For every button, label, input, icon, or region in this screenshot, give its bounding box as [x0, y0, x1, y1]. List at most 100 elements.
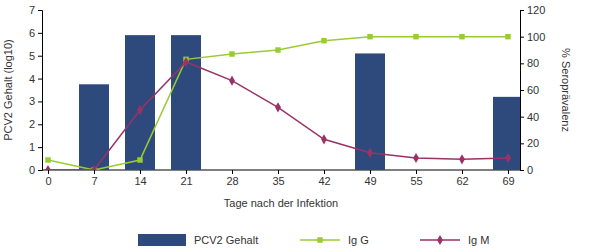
y2-axis-title: % Seroprävalenz [560, 48, 572, 132]
y2-tick-mark [520, 117, 524, 118]
x-tick-mark [94, 170, 95, 174]
y2-tick-mark [520, 63, 524, 64]
line-series [45, 34, 510, 170]
x-tick-mark [416, 170, 417, 174]
marker [229, 76, 235, 86]
x-tick-label: 21 [180, 175, 192, 187]
x-tick: 69 [502, 170, 514, 187]
marker [275, 102, 281, 112]
y-tick: 1 [29, 141, 42, 153]
plot-area [45, 34, 520, 170]
x-tick-label: 0 [45, 175, 51, 187]
legend-item: Ig G [300, 234, 369, 246]
x-tick-mark [370, 170, 371, 174]
x-tick: 14 [134, 170, 146, 187]
x-axis-title: Tage nach der Infektion [224, 197, 338, 209]
legend-label: Ig M [468, 234, 489, 246]
y-tick-mark [38, 10, 42, 11]
legend-item: Ig M [420, 234, 489, 246]
y2-tick-label: 20 [527, 137, 539, 149]
x-tick-label: 42 [318, 175, 330, 187]
y-tick: 6 [29, 27, 42, 39]
y2-axis-line [521, 11, 525, 171]
x-tick: 62 [456, 170, 468, 187]
x-tick: 42 [318, 170, 330, 187]
y2-tick-label: 120 [527, 4, 545, 16]
x-tick: 49 [364, 170, 376, 187]
legend-item: PCV2 Gehalt [138, 234, 258, 246]
x-tick-label: 62 [456, 175, 468, 187]
legend-label: Ig G [348, 234, 369, 246]
legend-marker [437, 235, 443, 245]
y-tick-mark [38, 124, 42, 125]
x-tick-label: 69 [502, 175, 514, 187]
x-tick-mark [278, 170, 279, 174]
y2-tick: 80 [520, 57, 539, 69]
x-tick-mark [508, 170, 509, 174]
y-tick: 7 [29, 4, 42, 16]
y2-tick: 120 [520, 4, 545, 16]
x-tick-mark [140, 170, 141, 174]
y2-axis: 020406080100120 [520, 4, 545, 176]
marker [137, 105, 143, 115]
x-tick: 35 [272, 170, 284, 187]
marker [45, 157, 50, 162]
x-tick: 55 [410, 170, 422, 187]
y-axis-title: PCV2 Gehalt (log10) [2, 39, 14, 141]
y2-tick-mark [520, 37, 524, 38]
marker [91, 165, 97, 170]
x-tick-mark [232, 170, 233, 174]
y-tick-mark [38, 170, 42, 171]
y-tick-mark [38, 79, 42, 80]
marker [505, 34, 510, 39]
x-axis-line [42, 170, 520, 171]
y2-tick: 0 [520, 164, 533, 176]
marker [505, 153, 511, 163]
line [48, 62, 508, 170]
y-tick-mark [38, 101, 42, 102]
legend: PCV2 Gehalt Ig G Ig M [138, 234, 489, 246]
y2-tick: 40 [520, 111, 539, 123]
y-axis-line [38, 11, 43, 171]
x-tick-mark [324, 170, 325, 174]
legend-label: PCV2 Gehalt [194, 234, 258, 246]
line [48, 37, 508, 170]
y2-tick-label: 40 [527, 111, 539, 123]
marker [45, 165, 51, 170]
marker [321, 38, 326, 43]
legend-marker [317, 237, 322, 242]
marker [321, 134, 327, 144]
x-axis: 07142128354249556269 [42, 170, 520, 187]
y-tick-label: 3 [29, 95, 35, 107]
marker [413, 34, 418, 39]
y-tick-label: 7 [29, 4, 35, 16]
bar [125, 35, 155, 170]
marker [367, 34, 372, 39]
x-tick-label: 14 [134, 175, 146, 187]
marker [459, 34, 464, 39]
x-tick: 7 [91, 170, 97, 187]
line-series [45, 57, 511, 170]
y-tick-label: 2 [29, 118, 35, 130]
y-tick-label: 6 [29, 27, 35, 39]
y-axis: 01234567 [29, 4, 43, 176]
marker [137, 157, 142, 162]
y2-tick-label: 0 [527, 164, 533, 176]
y-tick-mark [38, 33, 42, 34]
marker [183, 57, 189, 67]
y-tick-mark [38, 56, 42, 57]
y2-tick-mark [520, 10, 524, 11]
x-tick: 0 [45, 170, 51, 187]
marker [367, 148, 373, 158]
y2-tick-mark [520, 143, 524, 144]
x-tick-label: 49 [364, 175, 376, 187]
y-tick: 5 [29, 50, 42, 62]
y-tick: 0 [29, 164, 42, 176]
x-tick-mark [462, 170, 463, 174]
x-tick-mark [48, 170, 49, 174]
legend-swatch [138, 234, 186, 246]
y2-tick-mark [520, 90, 524, 91]
y-tick-label: 0 [29, 164, 35, 176]
marker [413, 153, 419, 163]
y-tick-mark [38, 147, 42, 148]
